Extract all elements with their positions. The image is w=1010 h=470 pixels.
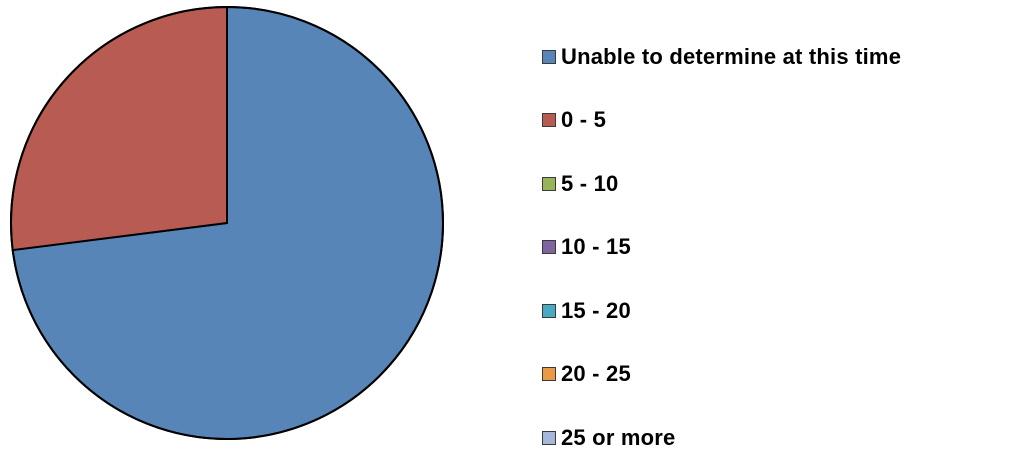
legend-swatch (542, 367, 556, 382)
legend-label: 25 or more (561, 424, 676, 450)
legend: Unable to determine at this time 0 - 5 5 -… (542, 25, 901, 470)
pie-outline (10, 6, 444, 440)
pie-slices (10, 5, 444, 440)
legend-item: 20 - 25 (542, 343, 901, 407)
legend-item: 10 - 15 (542, 216, 901, 280)
legend-swatch (542, 176, 556, 191)
legend-label: 0 - 5 (561, 107, 607, 133)
pie-border (10, 6, 444, 440)
legend-swatch (542, 113, 556, 128)
legend-swatch (542, 49, 556, 64)
legend-swatch (542, 240, 556, 255)
legend-item: 0 - 5 (542, 89, 901, 153)
legend-label: 15 - 20 (561, 297, 631, 323)
pie-slice-2 (10, 5, 228, 252)
legend-swatch (542, 303, 556, 318)
pie-chart (10, 5, 444, 440)
legend-label: 10 - 15 (561, 234, 631, 260)
legend-item: Unable to determine at this time (542, 25, 901, 89)
legend-item: 15 - 20 (542, 279, 901, 343)
legend-item: 5 - 10 (542, 152, 901, 216)
legend-label: 20 - 25 (561, 361, 631, 387)
legend-swatch (542, 430, 556, 445)
legend-label: Unable to determine at this time (561, 43, 902, 69)
legend-item: 25 or more (542, 406, 901, 470)
legend-label: 5 - 10 (561, 170, 619, 196)
